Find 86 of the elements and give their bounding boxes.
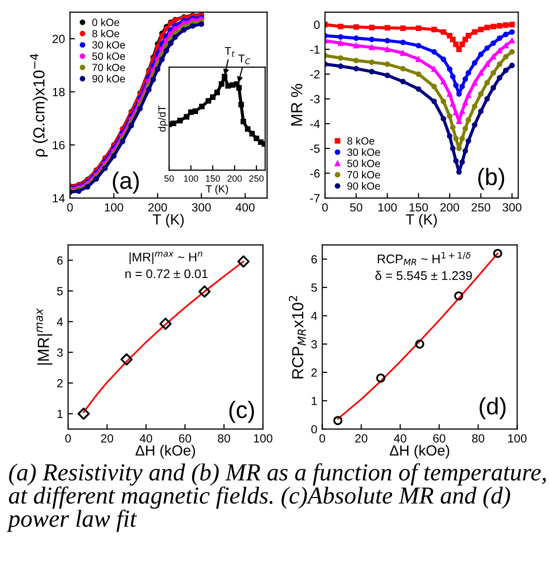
y-axis-title: dρ/dT — [158, 106, 168, 132]
y-tick-label: -3 — [310, 94, 320, 104]
y-axis-title: ρ (Ω.cm)x10$^{−4}$ — [30, 54, 48, 156]
x-tick-label: 40 — [394, 434, 406, 443]
y-tick-label: 2 — [311, 368, 317, 377]
x-tick-label: 0 — [319, 434, 326, 443]
y-tick-label: 2 — [57, 379, 63, 388]
x-tick-label: 50 — [350, 203, 362, 212]
y-tick-label: -2 — [310, 70, 320, 78]
annotation: |MR|$^{max}$ ~ H$^{n}$ — [130, 252, 202, 264]
annotation: n = 0.72 ± 0.01 — [125, 269, 208, 278]
legend-label: 30 kOe — [347, 148, 380, 156]
x-axis-title: ΔH (kOe) — [390, 444, 450, 458]
y-tick-label: 4 — [311, 312, 318, 320]
annotation: RCP$_{MR}$ ~ H$^{1+1/δ}$ — [378, 252, 470, 266]
legend-label: 50 kOe — [347, 160, 380, 168]
y-tick-label: 0 — [311, 425, 317, 434]
y-tick-label: 5 — [311, 284, 317, 292]
annotation: T$_{t}$ — [224, 47, 235, 57]
annotation: (c) — [229, 400, 254, 423]
x-axis-title: ΔH (kOe) — [136, 444, 196, 458]
x-tick-label: 300 — [192, 203, 211, 212]
x-tick-label: 40 — [140, 434, 152, 443]
y-tick-label: -4 — [310, 120, 320, 128]
x-tick-label: 100 — [508, 434, 527, 443]
x-axis-title: T (K) — [206, 184, 228, 195]
y-tick-label: 18 — [52, 88, 65, 96]
y-tick-label: -5 — [310, 144, 320, 153]
y-tick-label: 16 — [52, 140, 65, 150]
y-tick-label: 3 — [311, 340, 317, 348]
x-tick-label: 20 — [101, 434, 114, 443]
y-tick-label: 1 — [58, 410, 63, 418]
x-tick-label: 100 — [104, 203, 124, 212]
legend-label: 70 kOe — [92, 64, 125, 72]
x-tick-label: 100 — [184, 175, 198, 182]
x-tick-label: 50 — [164, 175, 174, 182]
y-tick-label: 14 — [52, 194, 65, 202]
x-tick-label: 0 — [322, 203, 328, 212]
y-tick-label: 0 — [314, 20, 320, 29]
x-tick-label: 60 — [179, 434, 192, 443]
y-tick-label: -1 — [310, 45, 320, 54]
y-tick-label: 4 — [56, 318, 63, 326]
y-tick-label: 6 — [57, 256, 63, 265]
y-axis-title: RCP$_{MR}$x10$^{2}$ — [288, 296, 306, 378]
x-tick-label: 80 — [472, 434, 484, 443]
annotation: T$_{C}$ — [238, 54, 250, 64]
legend-label: 90 kOe — [92, 74, 125, 82]
x-tick-label: 0 — [67, 203, 73, 212]
y-tick-label: 5 — [57, 287, 63, 296]
annotation: (d) — [480, 397, 506, 420]
y-tick-label: 3 — [57, 348, 63, 357]
legend-label: 50 kOe — [92, 52, 125, 60]
x-tick-label: 0 — [65, 434, 71, 443]
x-tick-label: 300 — [502, 203, 522, 212]
annotation: δ = 5.545 ± 1.239 — [375, 270, 472, 280]
legend-label: 70 kOe — [347, 170, 380, 178]
x-tick-label: 200 — [228, 175, 242, 182]
x-tick-label: 60 — [433, 434, 446, 443]
y-axis-title: |MR|$^{max}$ — [36, 308, 52, 365]
y-tick-label: -7 — [310, 194, 320, 202]
legend-label: 90 kOe — [347, 182, 380, 190]
legend-label: 30 kOe — [92, 40, 125, 49]
y-tick-label: 6 — [311, 255, 317, 264]
x-tick-label: 250 — [249, 175, 264, 182]
x-axis-title: T (K) — [406, 214, 437, 228]
x-tick-label: 150 — [206, 175, 220, 182]
x-tick-label: 20 — [355, 434, 368, 443]
annotation: (a) — [112, 172, 139, 194]
x-tick-label: 150 — [410, 203, 428, 212]
legend-label: 8 kOe — [92, 30, 120, 38]
y-axis-title: MR % — [291, 84, 302, 126]
y-tick-label: 1 — [312, 396, 317, 405]
x-tick-label: 200 — [440, 203, 460, 212]
x-tick-label: 100 — [254, 434, 272, 443]
x-axis-title: T (K) — [152, 214, 184, 228]
legend-label: 0 kOe — [92, 18, 120, 26]
y-tick-label: 20 — [52, 34, 65, 44]
y-tick-label: -6 — [310, 169, 320, 178]
x-tick-label: 400 — [236, 203, 255, 212]
legend-label: 8 kOe — [347, 136, 374, 145]
x-tick-label: 100 — [378, 203, 397, 212]
x-tick-label: 250 — [472, 203, 490, 212]
text: (a) Resistivity and (b) MR as a function of temperature, at different magnetic fields. (c)Absolute MR and (d) power law fit — [6, 463, 546, 532]
x-tick-label: 80 — [218, 434, 230, 443]
annotation: (b) — [478, 168, 504, 190]
x-tick-label: 200 — [148, 203, 167, 212]
